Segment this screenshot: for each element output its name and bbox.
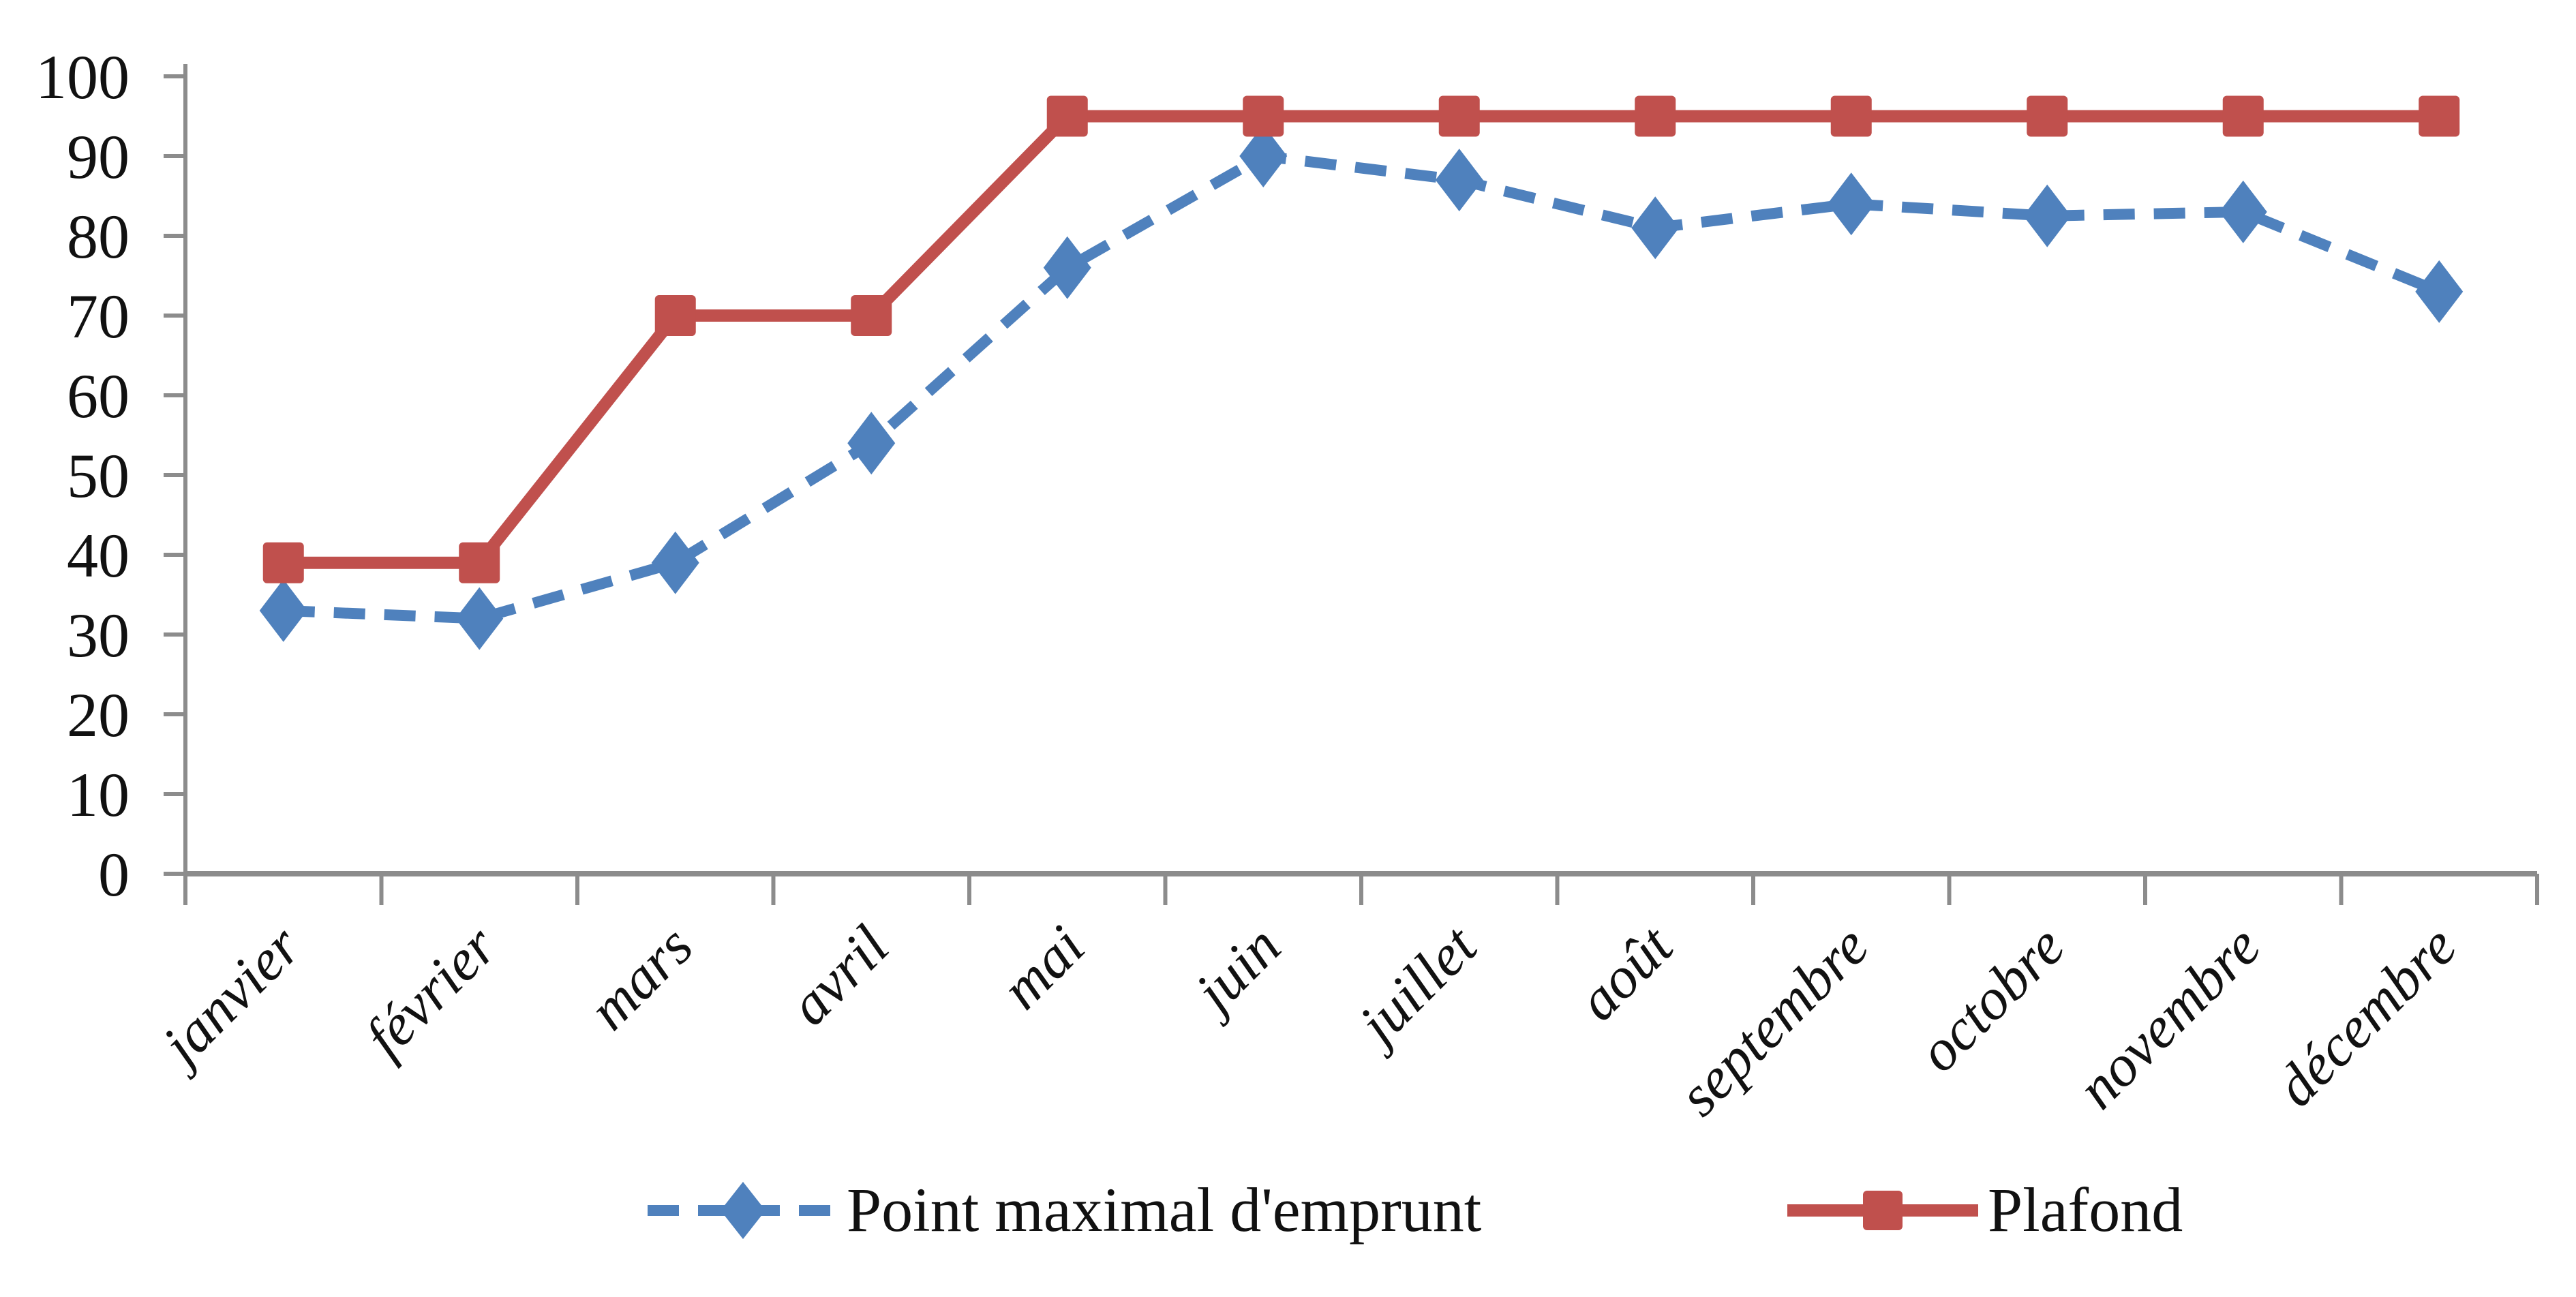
series-line-1 — [283, 110, 2440, 569]
diamond-marker — [2415, 260, 2464, 323]
x-tick-label: mars — [576, 913, 706, 1043]
y-tick-label: 10 — [67, 760, 130, 829]
x-tick-label: septembre — [1666, 913, 1881, 1129]
square-marker — [1243, 95, 1284, 137]
x-tick-label: mai — [988, 913, 1097, 1022]
legend-square-marker — [1863, 1191, 1903, 1230]
diamond-marker — [1239, 125, 1288, 187]
square-marker — [1046, 95, 1088, 137]
diamond-marker — [259, 579, 307, 642]
y-tick-label: 50 — [67, 441, 130, 510]
x-tick-label: juin — [1177, 913, 1293, 1029]
x-tick-label: novembre — [2065, 913, 2273, 1121]
square-marker — [459, 542, 500, 583]
x-tick-label: octobre — [1905, 913, 2076, 1084]
y-tick-label: 20 — [67, 680, 130, 750]
square-marker — [1830, 95, 1872, 137]
legend-diamond-marker — [721, 1182, 766, 1239]
diamond-marker — [1043, 236, 1091, 299]
y-tick-label: 30 — [67, 600, 130, 670]
x-tick-label: décembre — [2263, 913, 2469, 1119]
y-tick-label: 80 — [67, 202, 130, 271]
diamond-marker — [2023, 184, 2072, 247]
square-marker — [2222, 95, 2264, 137]
y-tick-label: 0 — [98, 840, 130, 909]
diamond-marker — [2219, 180, 2267, 243]
square-marker — [851, 295, 892, 336]
square-marker — [1438, 95, 1480, 137]
y-tick-label: 70 — [67, 281, 130, 351]
x-tick-label: février — [352, 913, 509, 1069]
y-tick-label: 100 — [35, 42, 130, 112]
diamond-marker — [1631, 196, 1680, 260]
x-tick-label: août — [1565, 912, 1686, 1033]
square-marker — [2027, 95, 2068, 137]
legend-label: Plafond — [1988, 1175, 2183, 1245]
diamond-marker — [651, 531, 699, 594]
diamond-marker — [1827, 172, 1875, 236]
y-tick-label: 40 — [67, 521, 130, 590]
square-marker — [1635, 95, 1676, 137]
y-tick-label: 90 — [67, 122, 130, 192]
series-line-0 — [283, 151, 2442, 624]
square-marker — [2419, 95, 2460, 137]
square-marker — [262, 542, 304, 583]
x-tick-label: juillet — [1341, 912, 1489, 1061]
square-marker — [654, 295, 696, 336]
x-tick-label: avril — [776, 913, 901, 1038]
diamond-marker — [847, 412, 896, 475]
legend-label: Point maximal d'emprunt — [847, 1175, 1482, 1245]
diamond-marker — [1435, 149, 1483, 212]
y-tick-label: 60 — [67, 361, 130, 431]
x-tick-label: janvier — [145, 913, 314, 1082]
diamond-marker — [455, 587, 504, 650]
